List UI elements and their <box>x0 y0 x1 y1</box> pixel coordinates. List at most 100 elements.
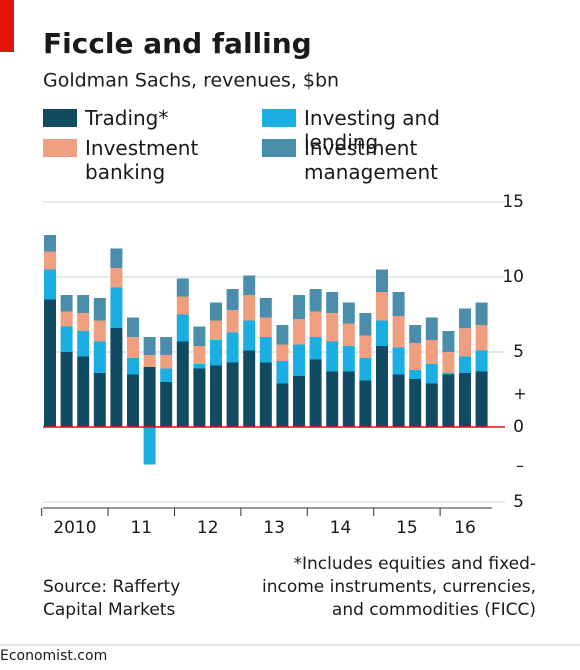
bar-segment <box>210 365 222 427</box>
bar-segment <box>359 380 372 427</box>
footnote: *Includes equities and fixed- <box>293 554 536 574</box>
bar-segment <box>392 292 405 316</box>
footnote: and commodities (FICC) <box>332 600 536 620</box>
legend-swatch <box>262 109 296 127</box>
bar-segment <box>326 292 339 313</box>
bar-segment <box>442 374 455 427</box>
bar-segment <box>210 302 222 321</box>
bar-segment <box>176 341 189 427</box>
bar-segment <box>259 298 272 318</box>
bar-segment <box>409 343 422 370</box>
bar-segment <box>259 317 272 337</box>
bar-segment <box>127 358 139 375</box>
bar-segment <box>276 383 289 427</box>
bar-segment <box>409 370 422 379</box>
bar-segment <box>226 332 239 363</box>
x-tick-label: 11 <box>130 518 152 538</box>
legend-label: Investment banking <box>85 136 199 184</box>
sign-label: + <box>513 384 526 403</box>
y-tick-label: 0 <box>513 417 524 437</box>
bar-segment <box>243 320 256 351</box>
bar-segment <box>193 346 206 364</box>
x-tick-label: 14 <box>330 518 352 538</box>
bar-segment <box>193 364 206 369</box>
bar-segment <box>160 355 173 369</box>
bar-segment <box>342 302 355 324</box>
bar-segment <box>143 367 156 427</box>
bar-segment <box>60 326 73 352</box>
bar-segment <box>293 319 305 345</box>
bar-segment <box>309 337 322 360</box>
chart-subtitle: Goldman Sachs, revenues, $bn <box>43 70 339 92</box>
bar-segment <box>77 331 90 357</box>
bar-segment <box>276 361 289 384</box>
bar-segment <box>60 352 73 427</box>
bar-segment <box>409 379 422 427</box>
bar-segment <box>226 362 239 427</box>
bar-segment <box>342 323 355 346</box>
bar-segment <box>127 337 139 358</box>
bar-segment <box>93 373 106 427</box>
chart-title: Ficcle and falling <box>43 27 312 60</box>
bar-segment <box>160 337 173 355</box>
bar-segment <box>44 269 56 300</box>
bar-segment <box>226 310 239 333</box>
bar-segment <box>276 344 289 361</box>
bar-segment <box>110 328 123 427</box>
bar-segment <box>459 373 471 427</box>
bar-segment <box>60 311 73 327</box>
bar-segment <box>309 289 322 312</box>
bar-segment <box>193 368 206 427</box>
bar-segment <box>176 278 189 297</box>
bar-segment <box>442 352 455 373</box>
bar-segment <box>44 251 56 270</box>
bar-segment <box>342 346 355 372</box>
bar-segment <box>110 268 123 288</box>
bar-segment <box>459 356 471 373</box>
bar-segment <box>77 313 90 331</box>
bar-segment <box>442 331 455 352</box>
sign-label: – <box>516 456 524 475</box>
bar-segment <box>376 346 388 427</box>
bar-segment <box>160 382 173 427</box>
bar-segment <box>176 296 189 315</box>
bar-segment <box>293 295 305 319</box>
bar-segment <box>143 427 156 465</box>
bar-segment <box>425 340 438 364</box>
bar-segment <box>160 368 173 382</box>
y-tick-label: 5 <box>513 342 524 362</box>
bar-segment <box>342 371 355 427</box>
bar-segment <box>243 275 256 295</box>
bar-segment <box>44 299 56 427</box>
bar-segment <box>259 362 272 427</box>
bar-segment <box>392 316 405 348</box>
bar-segment <box>376 292 388 321</box>
x-tick-label: 15 <box>396 518 418 538</box>
bar-segment <box>210 340 222 366</box>
source: Capital Markets <box>43 600 175 620</box>
brand-flag <box>0 0 14 52</box>
brand: Economist.com <box>0 648 107 664</box>
x-tick-label: 16 <box>454 518 476 538</box>
bar-segment <box>475 371 488 427</box>
y-tick-label: 15 <box>502 192 524 212</box>
y-tick-label: 5 <box>513 492 524 512</box>
bar-segment <box>93 320 106 342</box>
bar-segment <box>309 359 322 427</box>
bar-segment <box>93 298 106 321</box>
bar-segment <box>210 320 222 340</box>
bar-segment <box>293 376 305 427</box>
bar-segment <box>376 320 388 346</box>
bar-segment <box>176 314 189 342</box>
bar-segment <box>326 341 339 372</box>
bar-segment <box>459 328 471 357</box>
bar-segment <box>459 308 471 328</box>
bar-segment <box>359 313 372 336</box>
bar-segment <box>243 350 256 427</box>
bar-segment <box>309 311 322 337</box>
bar-segment <box>143 355 156 367</box>
x-tick-label: 13 <box>263 518 285 538</box>
bar-segment <box>392 374 405 427</box>
